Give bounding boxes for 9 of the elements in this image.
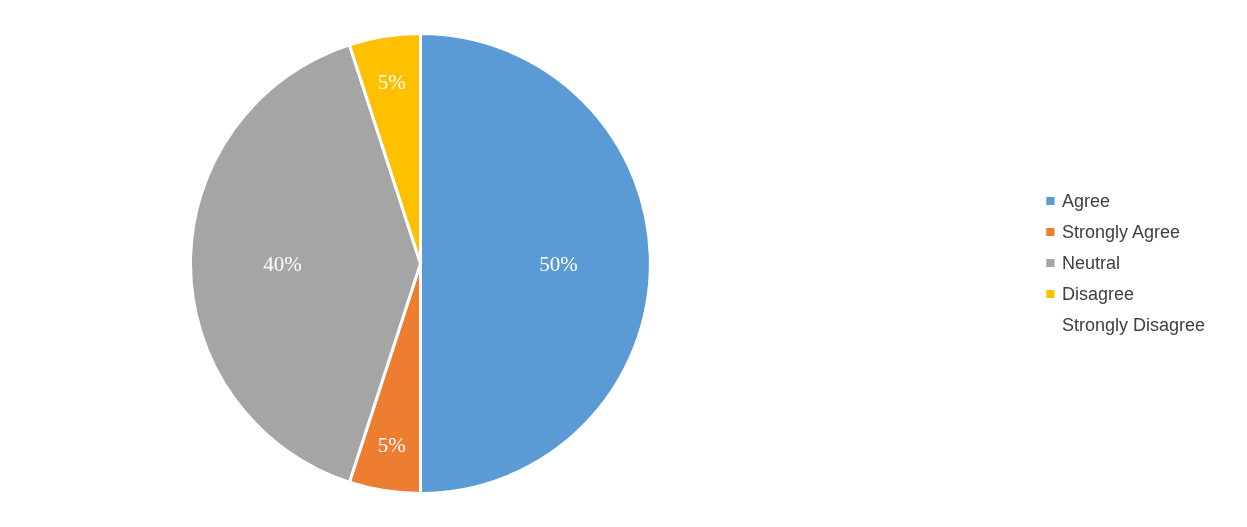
data-label: 5% <box>377 433 406 458</box>
legend-label: Agree <box>1061 190 1110 211</box>
data-label: 40% <box>263 251 302 276</box>
data-label: 5% <box>377 69 406 94</box>
category-label: Strongly Disagree <box>1061 314 1205 334</box>
legend-label: Strongly Agree <box>1061 221 1180 242</box>
data-label: 50% <box>539 251 578 276</box>
legend-label: Disagree <box>1061 283 1134 304</box>
legend-label: Neutral <box>1061 252 1120 273</box>
